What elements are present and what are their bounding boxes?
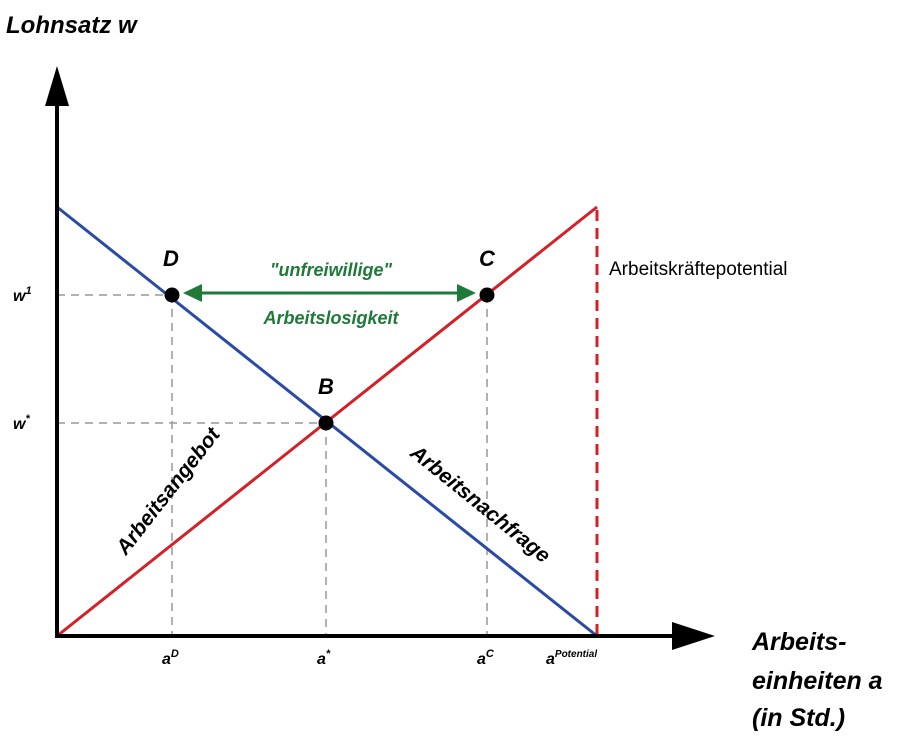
supply-curve-label: Arbeitsangebot [111,423,225,560]
x-tick-aC: aC [477,648,495,668]
y-axis-title: Lohnsatz w [6,12,138,39]
gap-label-line-1: "unfreiwillige" [270,260,393,280]
x-axis-title-line-1: Arbeits- [751,628,846,656]
x-axis-title-line-3: (in Std.) [752,704,845,732]
guide-lines [57,294,488,636]
point-D-label: D [163,246,179,271]
point-D-marker [164,287,180,303]
gap-label-line-2: Arbeitslosigkeit [262,308,399,328]
point-C-label: C [479,246,496,271]
potential-label: Arbeitskräftepotential [609,259,788,280]
demand-curve-label: Arbeitsnachfrage [405,440,555,567]
y-tick-wstar: w* [13,413,30,433]
x-tick-astar: a* [317,648,331,668]
x-tick-apotential: aPotential [546,649,597,668]
point-B-marker [318,415,334,431]
point-B-label: B [318,374,334,399]
x-axis-arrowhead [672,622,715,650]
y-tick-w1: w1 [13,285,32,305]
x-axis-title-line-2: einheiten a [752,667,883,695]
point-C-marker [479,287,495,303]
x-tick-aD: aD [162,648,179,668]
y-axis-arrowhead [45,66,69,106]
unemployment-arrow-right-head [457,284,476,302]
unemployment-arrow-left-head [183,284,202,302]
